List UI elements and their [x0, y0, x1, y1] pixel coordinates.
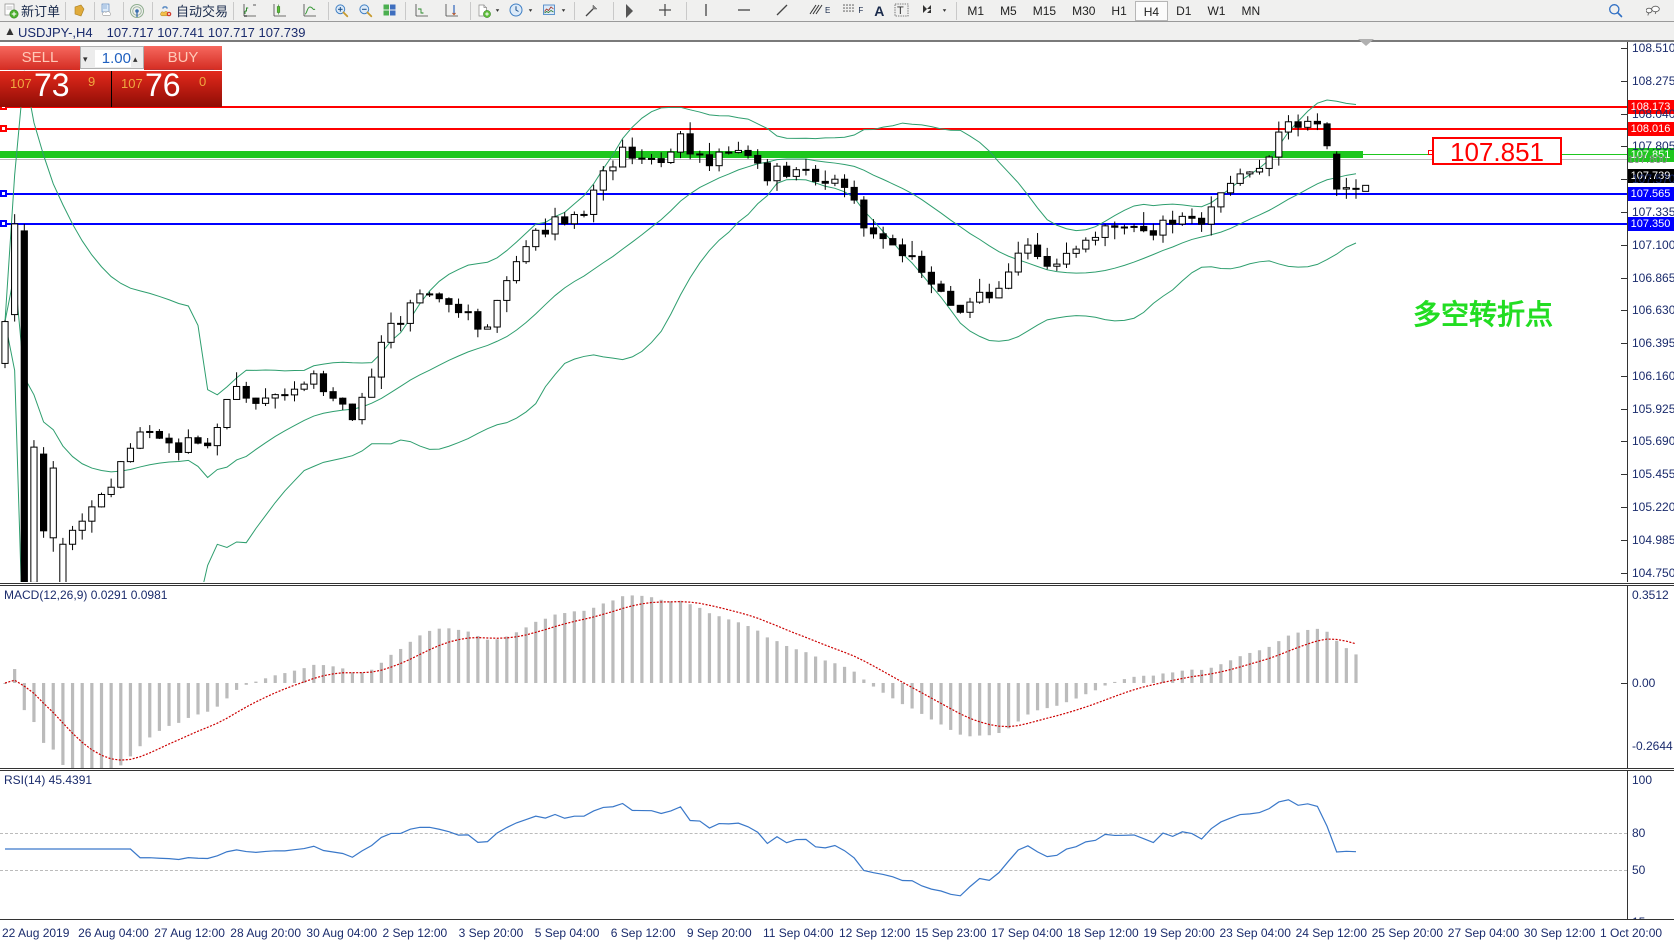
svg-text:T: T — [897, 5, 904, 17]
